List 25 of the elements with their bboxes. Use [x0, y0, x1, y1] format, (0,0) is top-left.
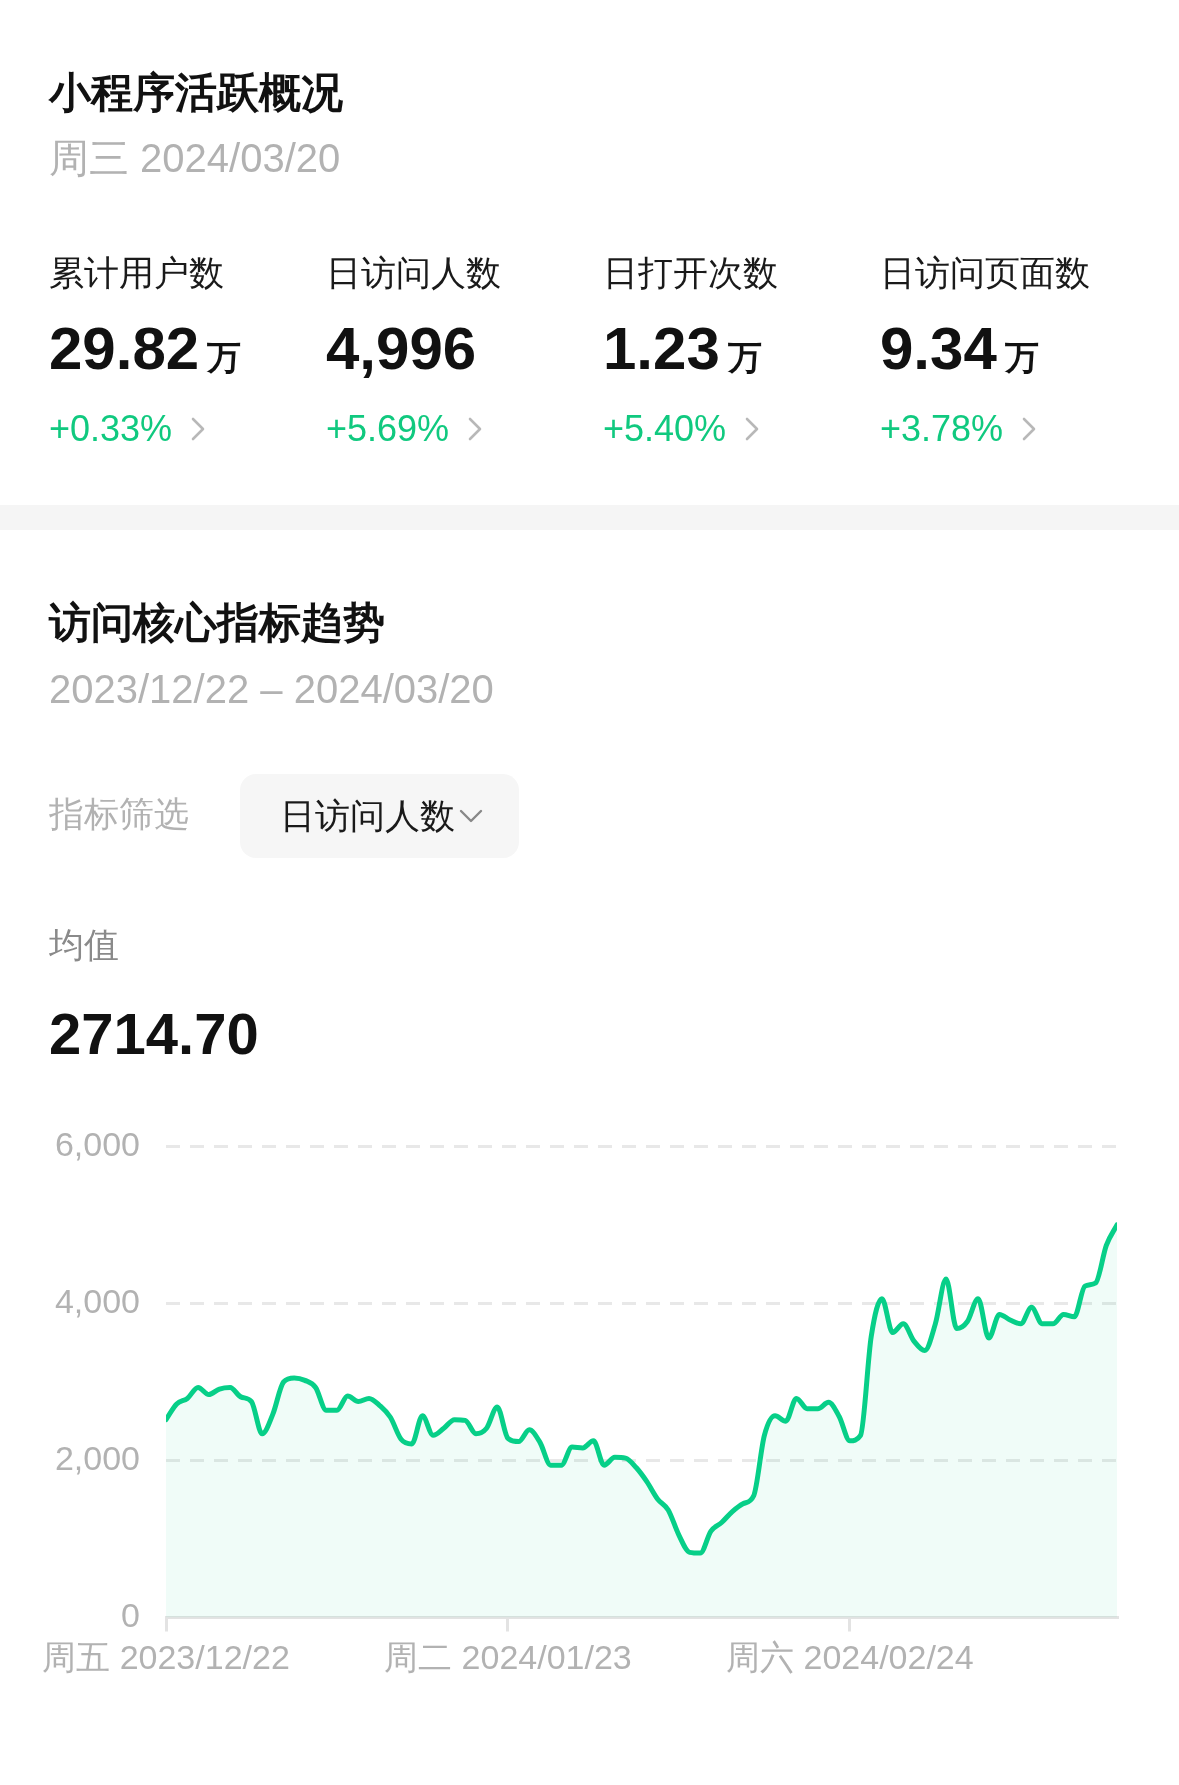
text: 周三 2024/03/20 — [49, 135, 341, 182]
text: +3.78% — [880, 407, 1004, 451]
text: 日访问页面数 — [880, 252, 1090, 294]
chart-title: 访问核心指标趋势 — [49, 598, 385, 648]
text: 日打开次数 — [603, 252, 778, 294]
x-tick-label: 周二 2024/01/23 — [384, 1638, 632, 1677]
text: 2714.70 — [49, 1000, 259, 1068]
text: +0.33% — [49, 407, 173, 451]
y-tick-label: 4,000 — [54, 1281, 140, 1320]
text: 4,996 — [326, 314, 477, 384]
text: 均值 — [49, 924, 119, 966]
text: +5.40% — [603, 407, 727, 451]
text: 累计用户数 — [49, 252, 224, 294]
x-tick-label: 周五 2023/12/22 — [42, 1638, 290, 1677]
text: 9.34万 — [880, 314, 1039, 384]
x-tick-label: 周六 2024/02/24 — [726, 1638, 974, 1677]
text: 日访问人数 — [326, 252, 501, 294]
y-tick-label: 2,000 — [54, 1438, 140, 1477]
chart-subtitle: 2023/12/22 – 2024/03/20 — [49, 666, 494, 713]
text: 小程序活跃概况 — [49, 68, 343, 118]
dropdown-field: 日访问人数 — [240, 774, 519, 858]
y-tick-label: 6,000 — [54, 1124, 140, 1163]
text: 指标筛选 — [49, 793, 189, 835]
y-tick-label: 0 — [121, 1595, 140, 1634]
text: +5.69% — [326, 407, 450, 451]
